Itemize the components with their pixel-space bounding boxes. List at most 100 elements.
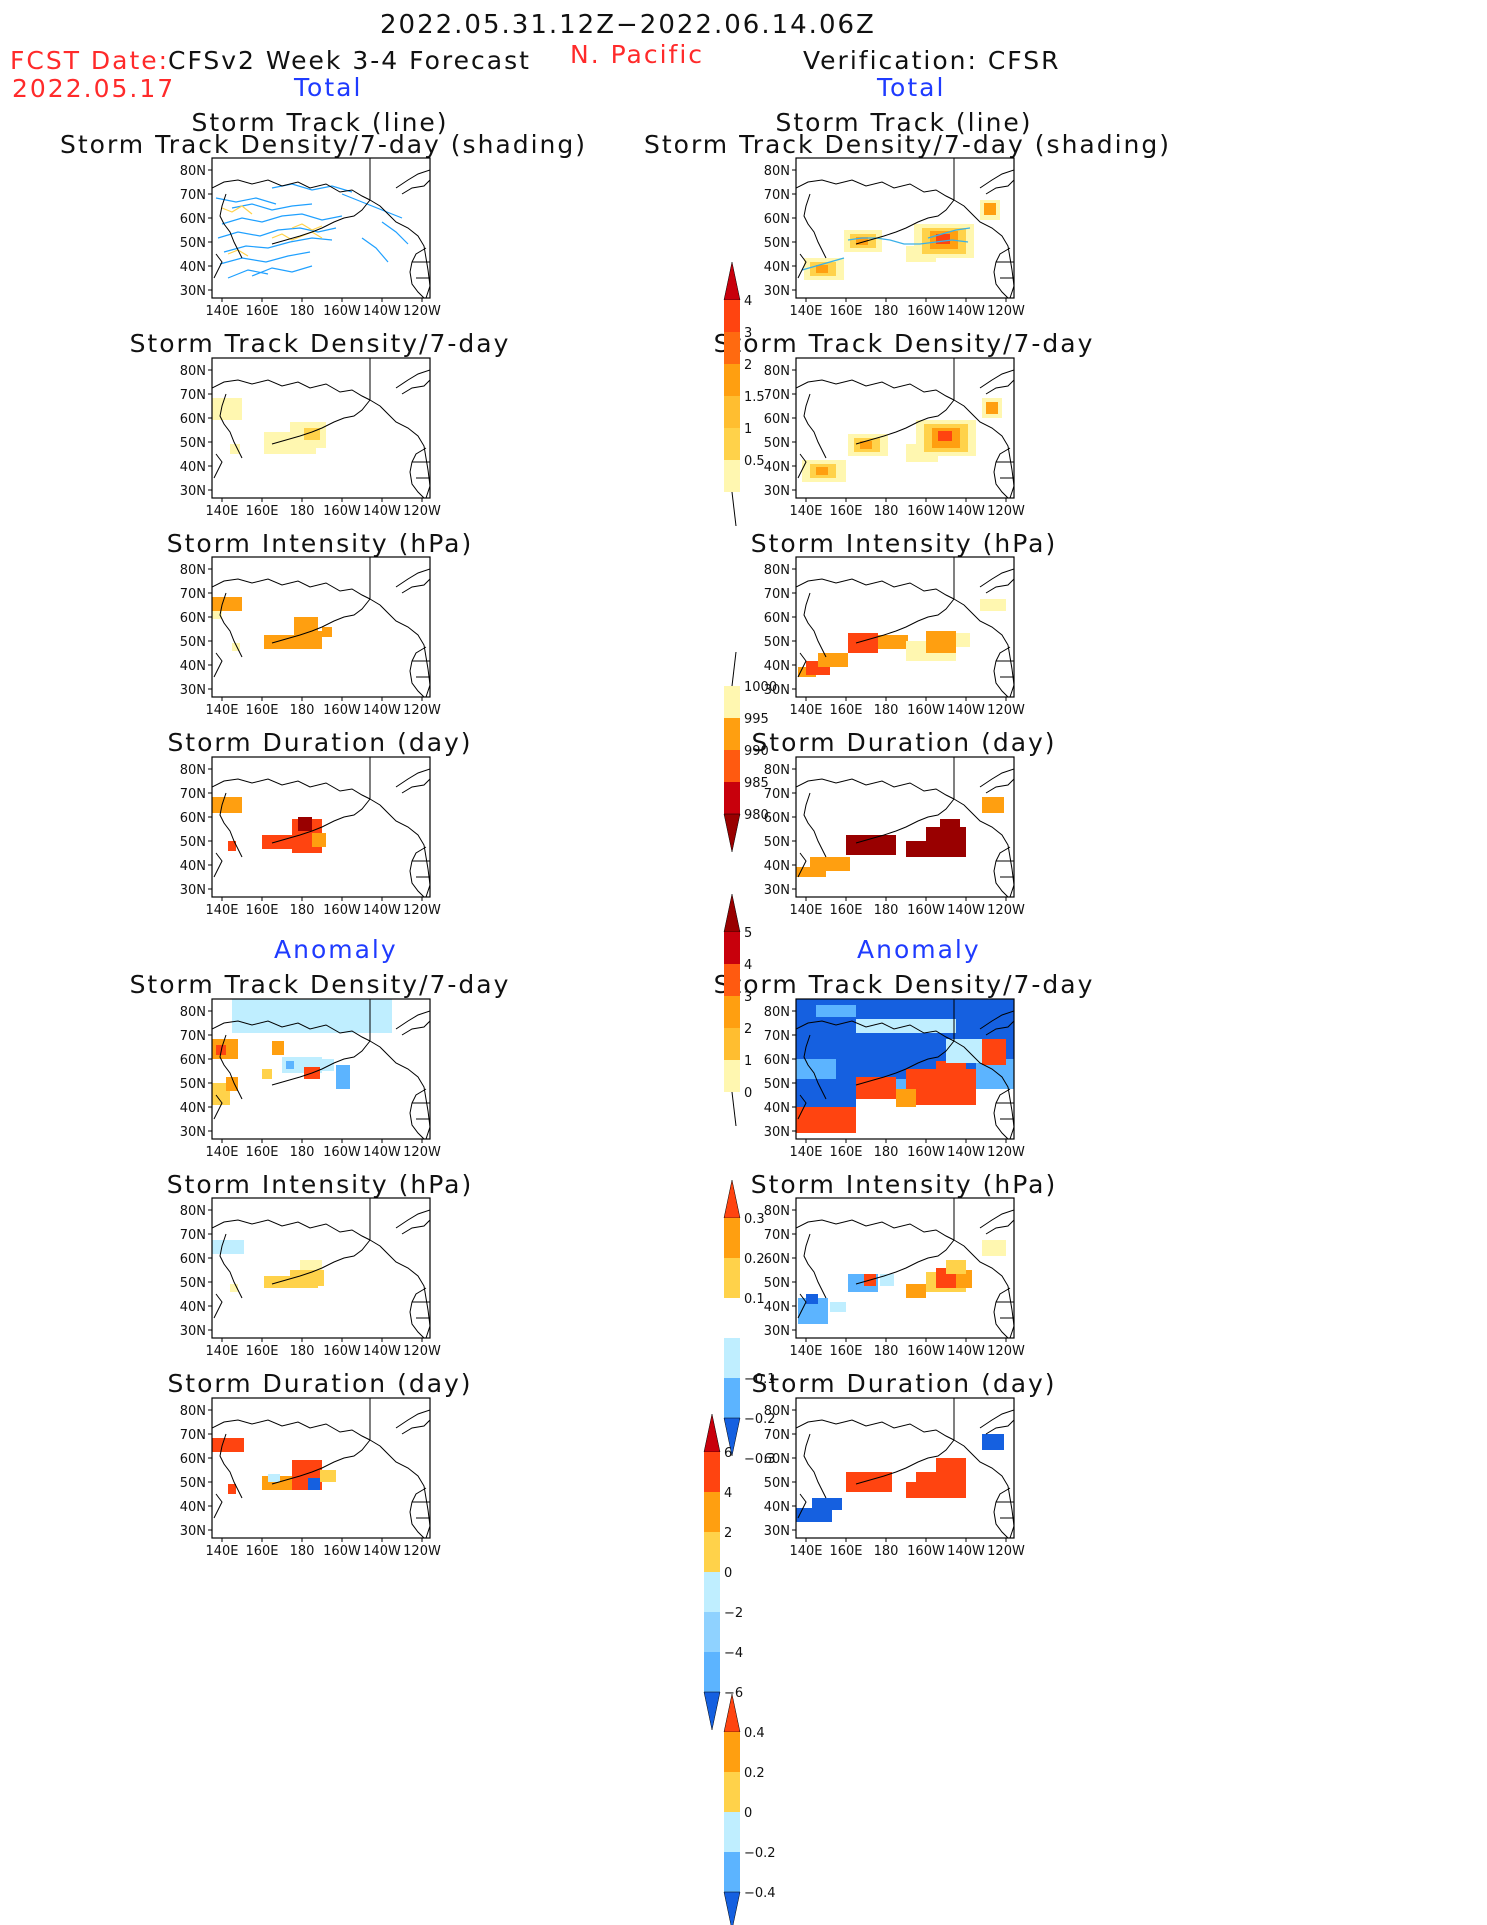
colorbar-segment [704, 1652, 720, 1692]
colorbar-segment [724, 782, 740, 814]
shading-cell [212, 597, 242, 611]
coastline [985, 379, 1014, 395]
lat-tick-label: 50N [180, 635, 206, 650]
colorbar-segment [704, 1572, 720, 1612]
colorbar-segment [724, 300, 740, 332]
coastline [409, 646, 427, 697]
lat-tick-label: 80N [764, 1005, 790, 1020]
coastline [796, 578, 955, 600]
shading-cell [212, 398, 242, 420]
coastline [796, 1419, 955, 1441]
lat-tick-label: 70N [764, 388, 790, 403]
left-anom-density-title: Storm Track Density/7-day [129, 970, 511, 999]
storm-track-line [847, 237, 969, 245]
colorbar-label: 2 [744, 358, 752, 373]
shading-cell [796, 867, 826, 877]
lat-tick-label: 50N [764, 835, 790, 850]
coastline [953, 1239, 1014, 1338]
map-frame [211, 998, 431, 1140]
coastline [219, 1433, 243, 1499]
colorbar-segment [724, 1732, 740, 1772]
lon-tick-label: 160W [907, 1145, 945, 1160]
lon-tick-label: 180 [874, 903, 899, 918]
coastline [979, 369, 1014, 389]
lat-tick-label: 30N [764, 484, 790, 499]
colorbar-label: −0.4 [744, 1886, 776, 1901]
shading-cell [940, 819, 960, 835]
colorbar-label: 980 [744, 808, 769, 823]
left-anom-duration-title: Storm Duration (day) [167, 1369, 473, 1398]
lon-tick-label: 140E [205, 1344, 238, 1359]
lat-tick-label: 40N [764, 859, 790, 874]
region-title: N. Pacific [570, 40, 705, 69]
coastline [271, 598, 371, 644]
lat-tick-label: 60N [180, 811, 206, 826]
coastline [213, 253, 223, 279]
coastline [271, 1439, 371, 1485]
colorbar-label: 0.1 [744, 1292, 765, 1307]
coastline [985, 578, 1014, 594]
coastline [409, 846, 427, 897]
coastline [796, 179, 955, 201]
lat-tick-label: 80N [764, 1204, 790, 1219]
lon-tick-label: 180 [290, 1145, 315, 1160]
lat-tick-label: 70N [180, 1228, 206, 1243]
shading-cell [982, 797, 1004, 813]
lat-tick-label: 60N [764, 212, 790, 227]
lon-tick-label: 140E [205, 1145, 238, 1160]
coastline [401, 1219, 430, 1235]
coastline [803, 1433, 827, 1499]
storm-track-line [219, 251, 311, 265]
colorbar-segment [704, 1492, 720, 1532]
colorbar-segment [724, 1298, 740, 1338]
shading-cell [986, 402, 998, 414]
lon-tick-label: 160E [829, 903, 862, 918]
shading-cell [286, 1061, 294, 1069]
map-panel-L2: 80N 70N 60N 50N 40N 30N 140E 160E 180 160W 140W 120… [180, 556, 441, 718]
colorbar-segment [724, 1338, 740, 1378]
coastline [395, 369, 430, 389]
colorbar-density-anom: 0.3 0.2 0.1 −0.1 −0.2 −0.3 [723, 1179, 776, 1467]
lon-tick-label: 120W [987, 1544, 1025, 1559]
colorbar-label: 4 [744, 294, 752, 309]
colorbar-label: 0.4 [744, 1726, 765, 1741]
map-panel-R3: 80N 70N 60N 50N 40N 30N 140E 160E 180 160W 140W 120… [764, 756, 1025, 918]
colorbar-label: −4 [724, 1646, 743, 1661]
lat-tick-label: 70N [180, 587, 206, 602]
map-frame [211, 556, 431, 698]
lon-tick-label: 160E [245, 504, 278, 519]
lon-tick-label: 140E [789, 1145, 822, 1160]
shading-cell [228, 841, 236, 851]
coastline [985, 1020, 1014, 1036]
shading-cell [848, 633, 878, 653]
colorbar-label: 0 [744, 1086, 752, 1101]
shading-cell [812, 1498, 842, 1510]
coastline [219, 393, 243, 459]
shading-cell [860, 441, 872, 449]
coastline [212, 1219, 371, 1241]
coastline [953, 1439, 1014, 1538]
lat-tick-label: 70N [180, 787, 206, 802]
lat-tick-label: 60N [764, 1053, 790, 1068]
lat-tick-label: 80N [180, 763, 206, 778]
lon-tick-label: 140E [789, 1544, 822, 1559]
lon-tick-label: 160W [323, 1145, 361, 1160]
shading-cell [212, 797, 242, 813]
lon-tick-label: 160W [323, 903, 361, 918]
coastline [803, 193, 827, 259]
lon-tick-label: 160E [829, 703, 862, 718]
coastline [401, 1419, 430, 1435]
coastline [219, 792, 243, 858]
map-panel-R5: 80N 70N 60N 50N 40N 30N 140E 160E 180 160W 140W 120… [764, 1197, 1025, 1359]
coastline [409, 447, 427, 498]
coastline [395, 169, 430, 189]
lon-tick-label: 160W [323, 1344, 361, 1359]
coastline [855, 1040, 955, 1086]
coastline [369, 199, 430, 298]
lat-tick-label: 50N [764, 436, 790, 451]
coastline [803, 792, 827, 858]
left-track-shading-title: Storm Track Density/7-day (shading) [60, 130, 588, 159]
lat-tick-label: 30N [764, 883, 790, 898]
coastline [803, 1034, 827, 1100]
coastline [979, 568, 1014, 588]
